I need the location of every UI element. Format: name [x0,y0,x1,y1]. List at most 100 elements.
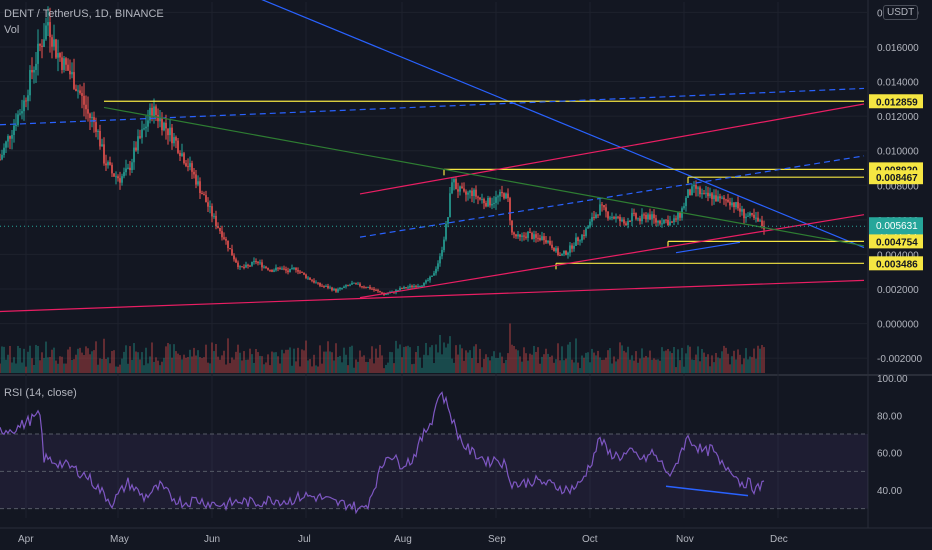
volume-bar [603,359,605,373]
candle-body [35,63,37,70]
candle-body [741,209,743,212]
volume-bar [269,365,271,373]
volume-bar [171,357,173,373]
volume-bar [407,345,409,373]
volume-bar [589,362,591,373]
volume-bar [121,358,123,373]
volume-bar [79,347,81,373]
volume-bar [5,359,7,373]
candle-body [325,285,327,287]
volume-bar [559,360,561,373]
volume-bar [227,338,229,373]
volume-bar [235,351,237,373]
volume-bar [569,342,571,373]
volume-bar [319,345,321,373]
volume-bar [237,344,239,373]
candle-body [279,268,281,270]
candle-body [205,195,207,203]
candle-body [557,248,559,255]
volume-bar [665,350,667,373]
symbol-title[interactable]: DENT / TetherUS, 1D, BINANCE [4,8,164,20]
candle-body [599,204,601,216]
volume-bar [759,348,761,373]
candle-body [33,69,35,73]
candle-body [311,279,313,281]
candle-body [237,262,239,268]
volume-bar [755,358,757,373]
volume-bar [439,334,441,373]
volume-bar [617,359,619,373]
candle-body [129,167,131,171]
volume-bar [17,345,19,373]
volume-bar [609,348,611,373]
candle-body [201,193,203,195]
candle-body [203,194,205,196]
volume-bar [267,354,269,373]
volume-bar [143,365,145,373]
volume-bar [131,359,133,373]
candle-body [25,100,27,102]
candle-body [521,235,523,237]
volume-bar [461,348,463,373]
volume-bar [661,347,663,373]
price-level-badge [869,170,923,185]
candle-body [117,176,119,179]
volume-bar [325,351,327,373]
time-axis[interactable]: Apr May Jun Jul Aug Sep Oct Nov Dec [0,527,932,545]
rsi-legend[interactable]: RSI (14, close) [4,387,77,399]
candle-body [649,214,651,220]
volume-bar [389,351,391,373]
candle-body [651,214,653,220]
rising-trendline-pink-upper [359,103,865,195]
volume-bar [429,347,431,373]
volume-bar [497,357,499,373]
volume-bar [229,363,231,373]
volume-bar [493,351,495,373]
volume-bar [127,363,129,373]
volume-bar [359,350,361,373]
candle-body [533,234,535,239]
candle-body [157,115,159,122]
candle-body [717,196,719,202]
candle-body [679,212,681,218]
candle-body [753,214,755,218]
candle-body [633,212,635,214]
candle-body [625,223,627,225]
candle-body [469,190,471,193]
volume-bar [89,354,91,373]
candle-body [265,266,267,269]
time-tick-label: Sep [488,534,506,545]
candle-body [731,202,733,206]
volume-bar [209,363,211,373]
volume-bar [503,363,505,373]
candle-body [225,238,227,241]
candle-body [667,220,669,226]
time-tick-label: Nov [676,534,694,545]
candle-body [535,234,537,238]
volume-bar [527,360,529,373]
candle-body [145,126,147,129]
volume-bar [63,363,65,373]
volume-bar [753,348,755,373]
volume-bar [341,362,343,373]
candle-body [103,144,105,164]
candle-body [611,217,613,219]
volume-legend[interactable]: Vol [4,24,20,36]
candle-body [365,287,367,289]
volume-bar [31,358,33,373]
volume-bar [45,341,47,373]
volume-bar [681,347,683,373]
currency-button[interactable]: USDT [883,5,919,20]
candle-body [669,221,671,226]
volume-bar [477,363,479,373]
candle-body [759,220,761,222]
candle-body [287,270,289,273]
candle-body [593,217,595,219]
volume-bar [129,346,131,373]
volume-bar [699,361,701,373]
candle-body [31,70,33,73]
volume-bar [387,362,389,373]
volume-bar [61,356,63,373]
volume-bar [13,357,15,373]
